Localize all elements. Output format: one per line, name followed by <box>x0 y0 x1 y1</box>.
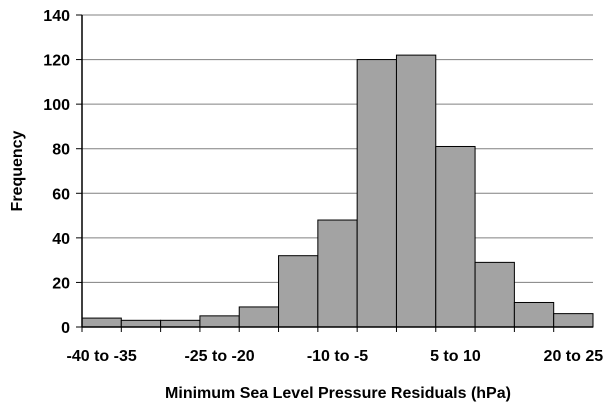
x-tick-label: 20 to 25 <box>544 348 604 365</box>
x-tick-labels: -40 to -35 -25 to -20 -10 to -5 5 to 10 20 t… <box>67 327 604 365</box>
bar <box>120 319 162 328</box>
y-tick-label: 20 <box>52 275 70 292</box>
x-tick-label: -10 to -5 <box>307 348 368 365</box>
y-tick-label: 40 <box>52 231 70 248</box>
y-tick-label: 80 <box>52 142 70 159</box>
bar <box>356 59 397 328</box>
x-tick-label: -40 to -35 <box>67 348 137 365</box>
bar <box>513 301 555 328</box>
bar <box>238 306 280 328</box>
bar <box>199 315 240 328</box>
x-tick-label: -25 to -20 <box>184 348 254 365</box>
gridlines <box>82 14 593 283</box>
bar <box>474 261 515 328</box>
x-tick-label: 5 to 10 <box>430 348 481 365</box>
y-tick-labels: 0 20 40 60 80 100 120 140 <box>43 8 82 337</box>
bar <box>553 313 594 328</box>
bars <box>81 54 594 328</box>
y-tick-label: 120 <box>43 53 70 70</box>
bar <box>435 145 476 328</box>
bar <box>317 219 358 328</box>
bar <box>160 319 201 328</box>
y-tick-label: 140 <box>43 8 70 25</box>
y-tick-label: 60 <box>52 186 70 203</box>
y-axis-title: Frequency <box>9 130 26 211</box>
bar <box>278 255 319 328</box>
x-axis-title: Minimum Sea Level Pressure Residuals (hP… <box>165 385 511 402</box>
y-tick-label: 0 <box>61 320 70 337</box>
y-tick-label: 100 <box>43 97 70 114</box>
bar <box>395 54 437 328</box>
bar <box>81 317 122 328</box>
